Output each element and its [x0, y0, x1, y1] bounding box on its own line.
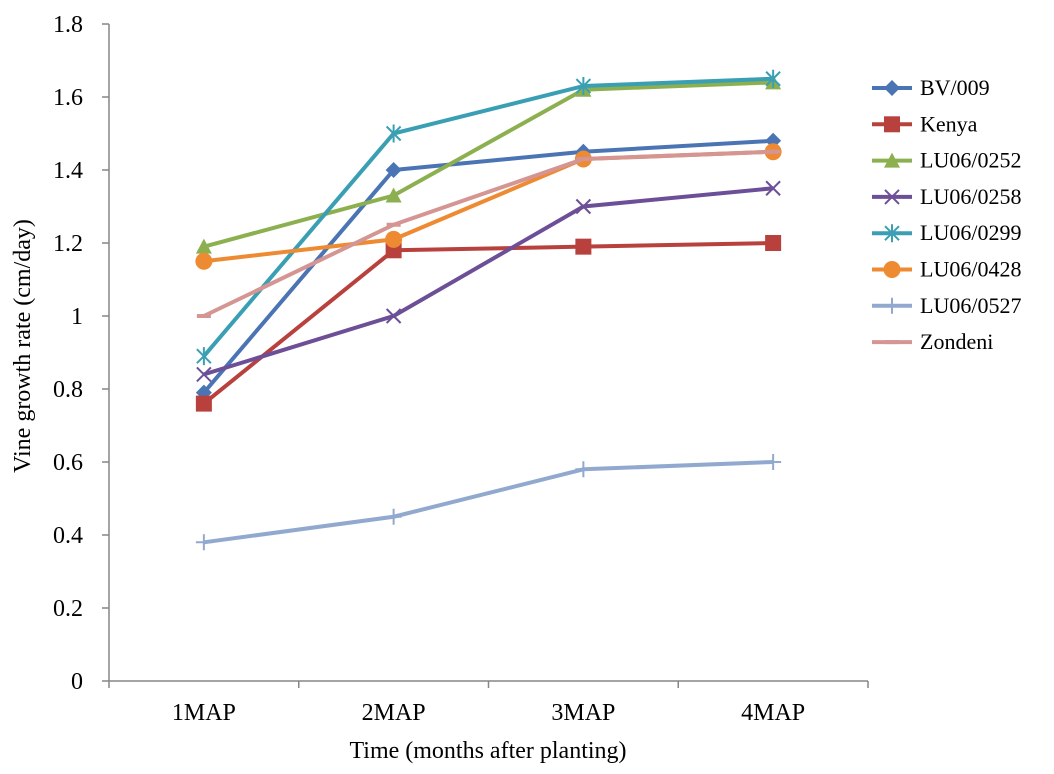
legend-swatch-marker [884, 189, 900, 205]
legend-swatch-marker [884, 80, 900, 96]
data-point [196, 366, 212, 383]
data-point [575, 77, 592, 96]
data-point [575, 238, 592, 255]
data-point [385, 162, 402, 178]
y-axis: 0 0.2 0.4 0.6 0.8 1 1.2 1.4 1.6 1.8 [53, 12, 110, 695]
legend-item: LU06/0428 [872, 257, 1021, 282]
series-line [203, 460, 774, 545]
legend-label: LU06/0258 [920, 184, 1021, 209]
data-point [385, 308, 402, 324]
series-zondeni [196, 149, 781, 318]
y-tick-label: 1.8 [53, 12, 83, 38]
x-axis: 1MAP 2MAP 3MAP 4MAP [108, 680, 869, 726]
legend-item: LU06/0299 [872, 220, 1021, 245]
series-line [203, 186, 774, 377]
x-tick-label: 1MAP [172, 700, 236, 726]
legend-label: LU06/0252 [920, 148, 1021, 173]
x-axis-title: Time (months after planting) [349, 738, 626, 764]
data-point [575, 198, 592, 215]
legend-label: LU06/0428 [920, 257, 1021, 282]
series-line [202, 76, 774, 358]
legend-item: Kenya [872, 111, 978, 136]
legend-swatch-marker [884, 116, 900, 133]
data-point [765, 235, 782, 251]
legend-swatch-marker [884, 152, 900, 168]
y-tick-label: 1.4 [53, 158, 83, 184]
y-tick-label: 1.2 [53, 231, 83, 257]
series-lu06-0258 [196, 180, 781, 383]
legend-label: LU06/0527 [920, 293, 1021, 318]
series-lu06-0252 [195, 74, 782, 254]
y-tick-label: 0.2 [53, 596, 83, 622]
data-point [195, 238, 212, 254]
legend-label: Zondeni [920, 329, 993, 354]
legend-item: LU06/0527 [872, 293, 1021, 318]
series-line [202, 138, 774, 394]
data-point [765, 69, 781, 88]
legend-item: LU06/0258 [872, 184, 1021, 209]
data-point [385, 508, 402, 525]
data-point [195, 534, 212, 551]
series-bv-009 [195, 132, 782, 401]
y-tick-label: 0.6 [53, 450, 83, 476]
legend-swatch-marker [884, 224, 900, 243]
data-point [765, 180, 781, 196]
legend-item: LU06/0252 [872, 148, 1021, 173]
y-tick-label: 1.6 [53, 85, 83, 111]
y-tick-label: 1 [71, 304, 83, 330]
series-line [202, 241, 774, 406]
legend-item: Zondeni [872, 329, 993, 354]
data-point [385, 187, 402, 203]
series-lu06-0299 [196, 69, 781, 366]
data-point [385, 230, 403, 248]
legend-label: Kenya [920, 111, 978, 136]
data-point [575, 461, 592, 478]
series-kenya [195, 235, 782, 412]
series-line [203, 149, 774, 318]
legend-item: BV/009 [872, 75, 990, 100]
legend-label: BV/009 [920, 75, 990, 100]
legend-swatch-marker [883, 261, 901, 278]
data-point [196, 347, 212, 366]
y-tick-label: 0.8 [53, 377, 83, 403]
data-point [765, 454, 782, 470]
y-axis-title: Vine growth rate (cm/day) [10, 219, 36, 473]
series-lu06-0527 [195, 454, 782, 551]
legend-label: LU06/0299 [920, 220, 1021, 245]
data-point [195, 252, 213, 270]
legend-swatch-marker [884, 297, 900, 314]
x-tick-label: 4MAP [741, 700, 805, 726]
y-tick-label: 0.4 [53, 523, 83, 549]
data-point [385, 124, 402, 143]
series-line [203, 80, 774, 249]
series-layer [195, 69, 782, 551]
legend: BV/009 Kenya LU06/0252 LU06/0258 LU06/0299 LU… [872, 75, 1021, 354]
x-tick-label: 3MAP [551, 700, 615, 726]
y-tick-label: 0 [71, 669, 83, 695]
x-tick-label: 2MAP [362, 700, 426, 726]
data-point [195, 395, 212, 412]
